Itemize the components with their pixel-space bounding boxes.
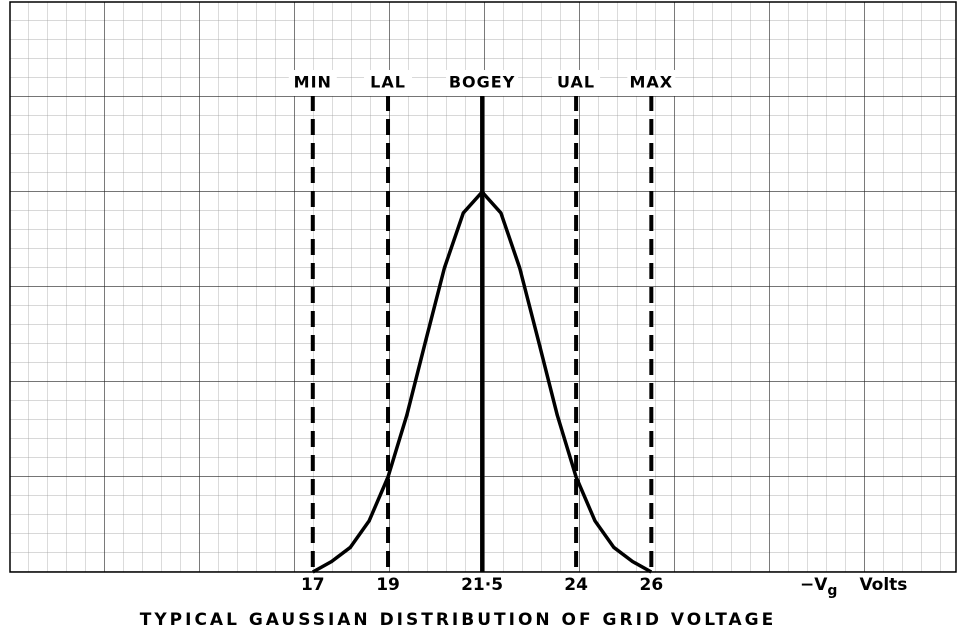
marker-label: LAL [370,73,406,92]
marker-label: MIN [294,73,332,92]
marker-label-bg [446,70,519,96]
distribution-curve [311,190,653,574]
marker-label-bg [288,70,337,96]
marker-label-bg [552,70,601,96]
marker-label-bg [627,70,676,96]
marker-label: UAL [557,73,595,92]
x-tick-label: 17 [301,575,325,595]
marker-label: BOGEY [449,73,515,92]
x-tick-label: 24 [564,575,588,595]
marker-label-bg [364,70,413,96]
marker-label: MAX [630,73,674,92]
x-axis-unit: Volts [859,575,907,595]
x-tick-label: 26 [639,575,663,595]
x-tick-label: 21·5 [461,575,503,595]
x-axis-label: −Vg Volts [800,575,907,599]
x-axis-subscript: g [827,583,837,599]
x-axis-symbol: −V [800,575,828,595]
chart-title: TYPICAL GAUSSIAN DISTRIBUTION OF GRID VO… [140,610,777,630]
x-tick-label: 19 [376,575,400,595]
